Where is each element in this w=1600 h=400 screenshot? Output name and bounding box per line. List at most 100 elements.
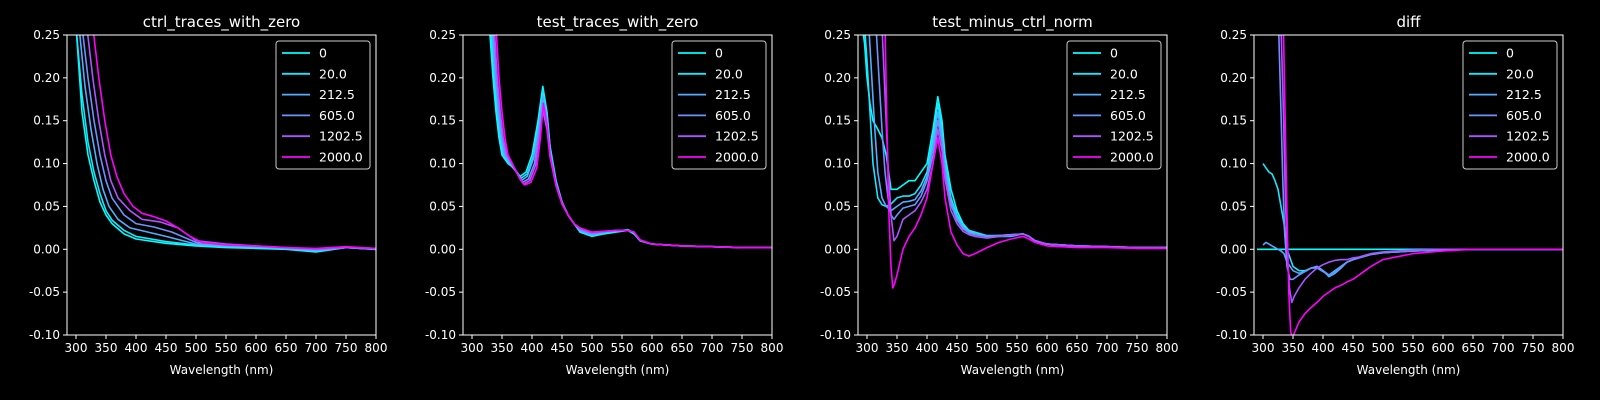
x-tick-label: 600: [1432, 341, 1455, 355]
legend-label: 2000.0: [319, 150, 363, 165]
y-tick-label: 0.20: [824, 71, 851, 85]
x-tick-label: 600: [1036, 341, 1059, 355]
x-tick-label: 650: [671, 341, 694, 355]
x-axis-label: Wavelength (nm): [1357, 363, 1461, 377]
y-tick-label: -0.10: [425, 328, 456, 342]
legend-label: 605.0: [1110, 108, 1146, 123]
series-line-2000.0: [1282, 35, 1563, 335]
chart-panel-4: diff 300 350 400 450 500 550 600 650 700 750 800 -0.…: [1216, 13, 1575, 377]
series-group: [489, 35, 772, 249]
legend-label: 212.5: [715, 87, 751, 102]
chart-panel-1: ctrl_traces_with_zero 300 350 400 450 500 550 6…: [29, 13, 388, 377]
x-tick-label: 450: [946, 341, 969, 355]
chart-panel-2: test_traces_with_zero 300 350 400 450 500 550 6…: [425, 13, 784, 377]
legend: 0 20.0 212.5 605.0 1202.5 2000.0: [275, 40, 371, 170]
x-tick-label: 400: [1312, 341, 1335, 355]
x-tick-label: 800: [365, 341, 388, 355]
x-tick-label: 700: [305, 341, 328, 355]
y-tick-label: 0.10: [33, 157, 60, 171]
x-tick-label: 300: [1252, 341, 1275, 355]
legend-label: 2000.0: [1506, 150, 1550, 165]
series-line-2000.0: [495, 35, 772, 249]
legend-label: 0: [1506, 46, 1514, 61]
x-tick-label: 800: [1156, 341, 1179, 355]
y-tick-label: 0.25: [824, 28, 851, 42]
x-tick-label: 600: [245, 341, 268, 355]
x-tick-label: 500: [976, 341, 999, 355]
x-axis-label: Wavelength (nm): [961, 363, 1065, 377]
axes-frame: [857, 34, 1168, 336]
series-line-1202.5: [881, 35, 1167, 249]
legend-label: 20.0: [1110, 66, 1138, 81]
x-tick-label: 800: [1552, 341, 1575, 355]
x-tick-label: 300: [856, 341, 879, 355]
x-tick-label: 750: [1126, 341, 1149, 355]
x-tick-label: 450: [551, 341, 574, 355]
x-tick-label: 350: [95, 341, 118, 355]
chart-panel-3: test_minus_ctrl_norm 300 350 400 450 500 550 60…: [820, 13, 1179, 377]
legend-label: 1202.5: [715, 129, 759, 144]
y-tick-label: 0.15: [824, 114, 851, 128]
legend-label: 1202.5: [319, 129, 363, 144]
chart-title: ctrl_traces_with_zero: [143, 13, 300, 32]
y-tick-label: 0.25: [1220, 28, 1247, 42]
y-tick-label: -0.10: [820, 328, 851, 342]
x-axis-label: Wavelength (nm): [170, 363, 274, 377]
x-tick-label: 300: [65, 341, 88, 355]
x-tick-label: 650: [1066, 341, 1089, 355]
x-tick-label: 500: [185, 341, 208, 355]
y-tick-label: -0.05: [820, 285, 851, 299]
legend-label: 0: [319, 46, 327, 61]
y-tick-label: 0.25: [429, 28, 456, 42]
x-tick-label: 350: [491, 341, 514, 355]
y-tick-label: 0.00: [824, 242, 851, 256]
series-line-0: [75, 35, 376, 253]
x-tick-label: 350: [886, 341, 909, 355]
x-tick-label: 600: [641, 341, 664, 355]
x-tick-label: 550: [1402, 341, 1425, 355]
x-tick-label: 750: [731, 341, 754, 355]
chart-title: test_traces_with_zero: [537, 13, 699, 32]
y-tick-label: 0.20: [1220, 71, 1247, 85]
legend-label: 605.0: [319, 108, 355, 123]
x-tick-label: 800: [761, 341, 784, 355]
y-tick-label: 0.05: [824, 199, 851, 213]
y-tick-label: 0.05: [33, 199, 60, 213]
x-tick-label: 400: [521, 341, 544, 355]
legend-label: 1202.5: [1110, 129, 1154, 144]
y-tick-label: 0.05: [1220, 199, 1247, 213]
y-tick-label: 0.10: [1220, 157, 1247, 171]
x-tick-label: 550: [1006, 341, 1029, 355]
legend-label: 212.5: [1110, 87, 1146, 102]
y-tick-label: 0.10: [429, 157, 456, 171]
x-tick-label: 650: [275, 341, 298, 355]
axes-frame: [462, 34, 773, 336]
y-tick-label: 0.15: [429, 114, 456, 128]
y-tick-label: -0.05: [1216, 285, 1247, 299]
x-tick-label: 700: [701, 341, 724, 355]
series-line-1202.5: [1280, 35, 1563, 304]
y-tick-label: -0.10: [29, 328, 60, 342]
legend: 0 20.0 212.5 605.0 1202.5 2000.0: [1066, 40, 1162, 170]
x-tick-label: 300: [461, 341, 484, 355]
legend-label: 212.5: [1506, 87, 1542, 102]
series-group: [862, 35, 1167, 289]
axes-frame: [1253, 34, 1564, 336]
y-tick-label: 0.15: [33, 114, 60, 128]
y-tick-label: 0.25: [33, 28, 60, 42]
legend-label: 1202.5: [1506, 129, 1550, 144]
series-group: [1257, 35, 1563, 335]
y-tick-label: 0.10: [824, 157, 851, 171]
series-group: [75, 35, 376, 253]
chart-title: test_minus_ctrl_norm: [932, 13, 1093, 32]
y-tick-label: 0.15: [1220, 114, 1247, 128]
legend-label: 20.0: [1506, 66, 1534, 81]
series-line-2000.0: [92, 35, 376, 250]
legend-label: 2000.0: [715, 150, 759, 165]
x-tick-label: 500: [581, 341, 604, 355]
x-tick-label: 650: [1462, 341, 1485, 355]
legend-label: 20.0: [319, 66, 347, 81]
legend-label: 212.5: [319, 87, 355, 102]
